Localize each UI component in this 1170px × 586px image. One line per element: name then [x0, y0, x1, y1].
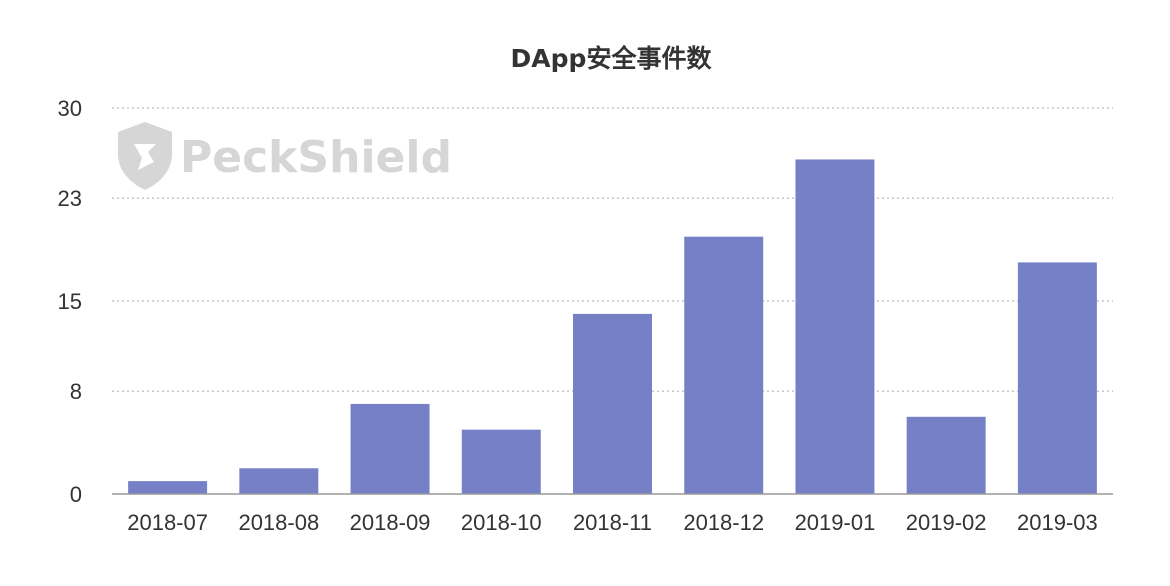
bar-2018-09: [350, 403, 430, 494]
x-tick-label: 2019-01: [795, 510, 876, 535]
bar-2018-12: [684, 236, 764, 494]
bars: [128, 159, 1097, 494]
bar-2018-08: [239, 468, 319, 494]
watermark: PeckShield: [118, 122, 452, 190]
bar-2019-03: [1017, 262, 1097, 494]
y-axis: 0 8 15 23 30: [58, 96, 82, 507]
x-tick-label: 2018-08: [238, 510, 319, 535]
x-tick-label: 2019-03: [1017, 510, 1098, 535]
shield-logo-icon: [118, 122, 172, 190]
x-tick-label: 2018-12: [683, 510, 764, 535]
watermark-text: PeckShield: [180, 132, 452, 183]
x-tick-label: 2018-09: [350, 510, 431, 535]
y-tick-label: 15: [58, 289, 82, 314]
bar-2019-01: [795, 159, 875, 494]
bar-2018-10: [461, 429, 541, 494]
chart-title: DApp安全事件数: [511, 44, 713, 73]
y-tick-label: 30: [58, 96, 82, 121]
x-tick-label: 2018-10: [461, 510, 542, 535]
x-tick-label: 2018-07: [127, 510, 208, 535]
x-tick-label: 2019-02: [906, 510, 987, 535]
y-tick-label: 8: [70, 379, 82, 404]
y-tick-label: 0: [70, 482, 82, 507]
x-tick-label: 2018-11: [573, 510, 652, 535]
y-tick-label: 23: [58, 186, 82, 211]
bar-2018-11: [573, 313, 652, 494]
bar-2018-07: [128, 481, 208, 494]
bar-2019-02: [906, 416, 986, 494]
x-axis: 2018-07 2018-08 2018-09 2018-10 2018-11 2018-…: [112, 493, 1113, 535]
